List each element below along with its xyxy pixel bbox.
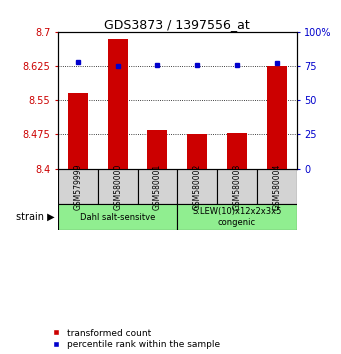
Text: GSM580001: GSM580001 xyxy=(153,163,162,210)
Bar xyxy=(68,93,88,169)
Text: GSM579999: GSM579999 xyxy=(73,163,83,210)
Bar xyxy=(137,169,177,204)
Bar xyxy=(177,204,297,230)
Text: S.LEW(10)x12x2x3x5
congenic: S.LEW(10)x12x2x3x5 congenic xyxy=(192,207,282,227)
Bar xyxy=(58,169,98,204)
Bar xyxy=(217,169,257,204)
Bar xyxy=(58,204,177,230)
Bar xyxy=(98,169,137,204)
Legend: transformed count, percentile rank within the sample: transformed count, percentile rank withi… xyxy=(52,329,220,349)
Bar xyxy=(187,134,207,169)
Bar xyxy=(108,39,128,169)
Title: GDS3873 / 1397556_at: GDS3873 / 1397556_at xyxy=(104,18,250,31)
Bar xyxy=(227,133,247,169)
Text: GSM580003: GSM580003 xyxy=(233,163,241,210)
Text: GSM580002: GSM580002 xyxy=(193,163,202,210)
Bar xyxy=(177,169,217,204)
Bar xyxy=(148,130,167,169)
Text: GSM580004: GSM580004 xyxy=(272,163,281,210)
Text: strain ▶: strain ▶ xyxy=(16,212,55,222)
Text: Dahl salt-sensitve: Dahl salt-sensitve xyxy=(80,213,155,222)
Bar xyxy=(257,169,297,204)
Bar xyxy=(267,66,287,169)
Text: GSM580000: GSM580000 xyxy=(113,163,122,210)
